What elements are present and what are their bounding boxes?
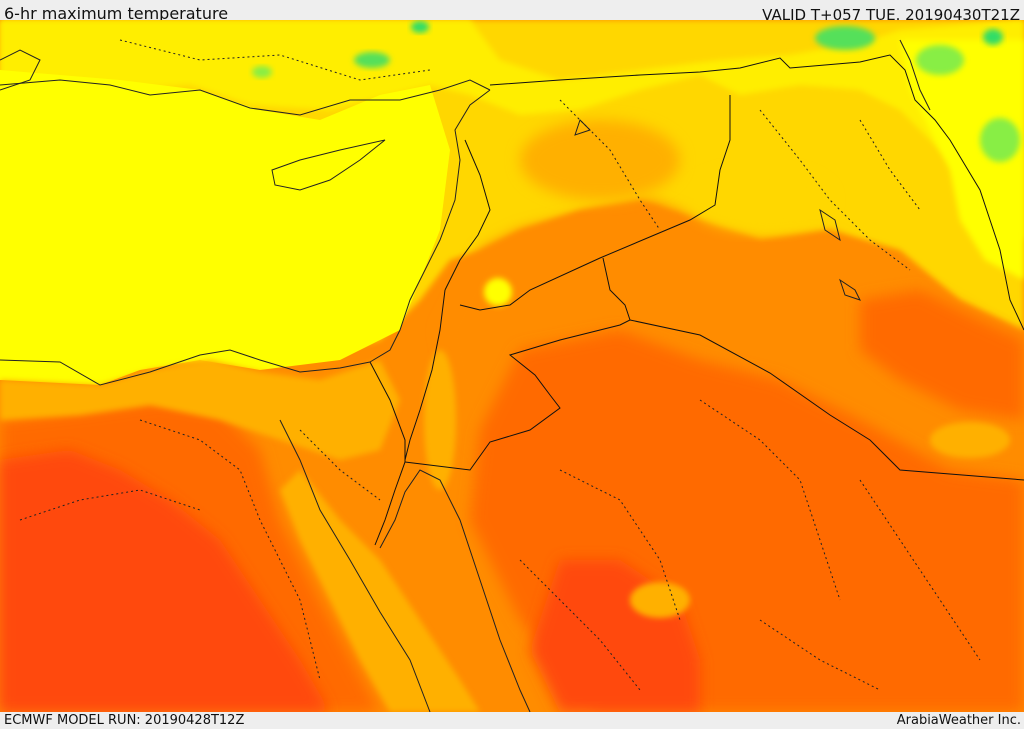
warm-patch-gulf [930,422,1010,458]
red-sea-zone [280,470,480,712]
cool-spot-6 [916,45,964,75]
warm-patch-syria [520,120,680,200]
credit-label: ArabiaWeather Inc. [896,713,1021,728]
model-run: ECMWF MODEL RUN: 20190428T12Z [4,713,245,728]
cool-spot-7 [980,118,1020,162]
map-header: 6-hr maximum temperature VALID T+057 TUE… [0,0,1024,24]
temperature-map [0,20,1024,712]
cool-spot-jordan [484,278,512,306]
country-borders [369,54,1024,546]
mild-patch-iraq-north [690,170,830,230]
cool-spot-4 [815,26,875,50]
map-canvas [0,20,1024,712]
cool-spot-2 [354,52,390,68]
mediterranean-sea-zone [0,70,450,385]
cool-spot-1 [252,66,272,78]
temperature-zone-red-orange-iraq [860,290,1024,420]
temperature-zone-red-egypt [0,450,330,712]
coastlines [0,39,931,712]
warm-patch-arabia [630,582,690,618]
valid-time: VALID T+057 TUE. 20190430T21Z [762,6,1020,24]
cool-spot-5 [983,29,1003,45]
map-title: 6-hr maximum temperature [4,4,229,23]
cool-spot-3 [411,21,429,33]
map-footer: ECMWF MODEL RUN: 20190428T12Z ArabiaWeat… [0,712,1024,729]
warm-patch-jordan-valley [424,350,456,490]
